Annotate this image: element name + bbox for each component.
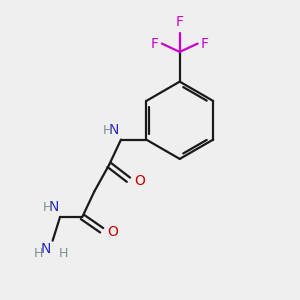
Text: H: H bbox=[58, 247, 68, 260]
Text: F: F bbox=[150, 37, 158, 51]
Text: H: H bbox=[103, 124, 112, 136]
Text: O: O bbox=[134, 174, 145, 188]
Text: N: N bbox=[108, 123, 118, 136]
Text: O: O bbox=[107, 225, 118, 239]
Text: H: H bbox=[42, 201, 52, 214]
Text: N: N bbox=[48, 200, 59, 214]
Text: H: H bbox=[34, 247, 43, 260]
Text: F: F bbox=[176, 15, 184, 29]
Text: N: N bbox=[41, 242, 51, 256]
Text: F: F bbox=[201, 37, 209, 51]
